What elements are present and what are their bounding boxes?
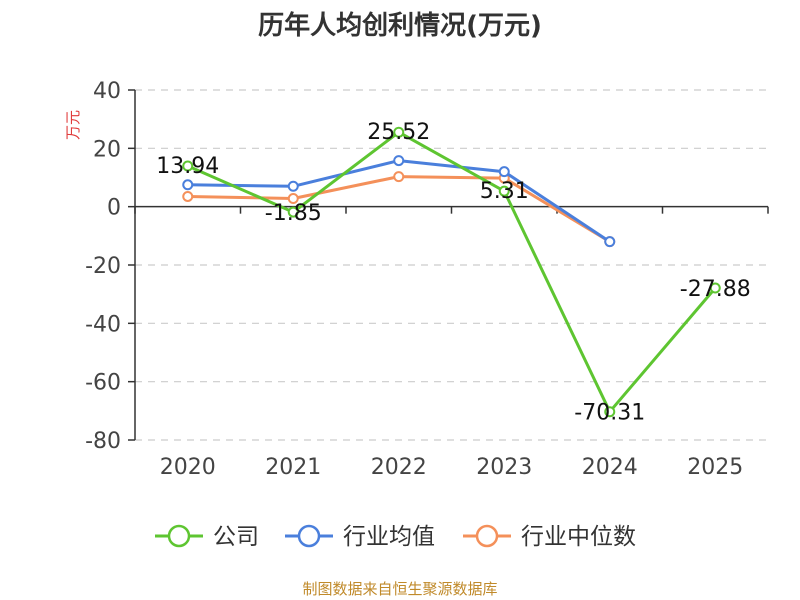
data-point (709, 282, 721, 294)
data-point (604, 406, 616, 418)
grid-lines (135, 89, 768, 441)
x-tick-label: 2021 (265, 455, 321, 480)
legend-item-0: 公司 (155, 524, 259, 550)
data-source-note: 制图数据来自恒生聚源数据库 (302, 580, 497, 598)
legend-item-2: 行业中位数 (463, 524, 636, 550)
legend: 公司 行业均值 行业中位数 (155, 524, 636, 550)
legend-label: 公司 (213, 524, 259, 550)
y-axis-unit: 万元 (64, 110, 82, 140)
x-tick-label: 2024 (582, 455, 638, 480)
y-tick-label: -20 (85, 254, 121, 279)
data-point (393, 126, 405, 138)
series-0 (182, 126, 721, 418)
data-point (287, 206, 299, 218)
x-tick-label: 2022 (371, 455, 427, 480)
data-point (182, 190, 194, 202)
data-point (393, 155, 405, 167)
data-label: 25.52 (367, 120, 430, 145)
data-point (182, 160, 194, 172)
data-label: -1.85 (265, 201, 322, 226)
legend-item-1: 行业均值 (285, 524, 435, 550)
series-line (187, 130, 717, 414)
series-2 (182, 171, 616, 248)
legend-label: 行业中位数 (521, 524, 636, 550)
axes: 40 20 0 -20 -40 -60 -80 2020 2021 2022 2023 2024 202… (85, 79, 769, 480)
x-tick-label: 2023 (476, 455, 532, 480)
data-label: -27.88 (680, 277, 751, 302)
data-point (182, 179, 194, 191)
series-lines (182, 126, 721, 418)
legend-marker-icon (297, 524, 321, 548)
data-label: 13.94 (156, 154, 219, 179)
chart-title: 历年人均创利情况(万元) (258, 10, 542, 41)
y-tick-label: 20 (93, 137, 121, 162)
data-point (498, 185, 510, 197)
x-tick-label: 2025 (687, 455, 743, 480)
series-1 (182, 155, 616, 248)
data-point (604, 236, 616, 248)
data-point (287, 180, 299, 192)
data-point (287, 193, 299, 204)
y-tick-label: -60 (85, 371, 121, 396)
legend-marker-icon (167, 524, 191, 548)
x-tick-label: 2020 (160, 455, 216, 480)
data-point (393, 171, 405, 183)
y-tick-label: 0 (107, 196, 121, 221)
legend-marker-icon (475, 524, 499, 548)
y-tick-label: -80 (85, 429, 121, 454)
data-point (498, 166, 510, 178)
data-label: 5.31 (480, 179, 529, 204)
legend-label: 行业均值 (343, 524, 435, 550)
data-labels: 13.94 -1.85 25.52 5.31 -70.31 -27.88 (156, 120, 750, 426)
y-tick-label: -40 (85, 312, 121, 337)
data-label: -70.31 (574, 401, 645, 426)
y-tick-label: 40 (93, 79, 121, 104)
